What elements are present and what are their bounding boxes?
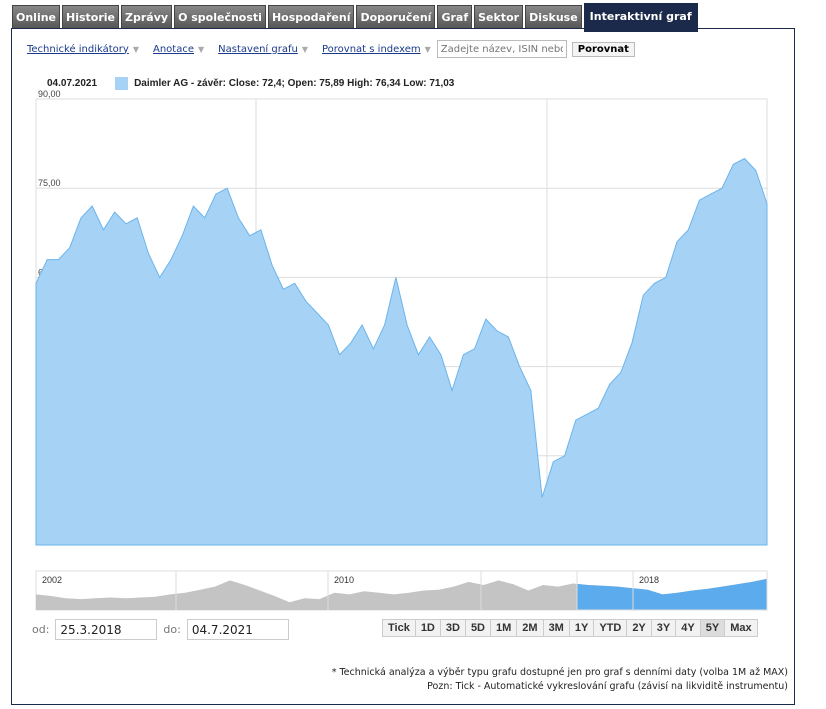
tab-7[interactable]: Sektor bbox=[474, 5, 524, 29]
price-area bbox=[35, 157, 768, 546]
footnotes: * Technická analýza a výběr typu grafu d… bbox=[332, 666, 788, 694]
tab-2[interactable]: Zprávy bbox=[121, 5, 173, 29]
note-tick: Pozn: Tick - Automatické vykreslování gr… bbox=[427, 681, 788, 692]
navigator-year-label: 2010 bbox=[334, 575, 354, 585]
chart-legend: 04.07.2021 Daimler AG - závěr: Close: 72… bbox=[47, 77, 454, 90]
legend-swatch bbox=[115, 77, 129, 90]
range-button-2y[interactable]: 2Y bbox=[626, 619, 652, 637]
date-range: od: do: bbox=[32, 619, 295, 640]
chart-toolbar: Technické indikátory ▼ Anotace ▼ Nastavení… bbox=[27, 40, 635, 58]
caret-down-icon: ▼ bbox=[301, 44, 308, 54]
range-buttons: Tick 1D 3D 5D 1M 2M 3M 1Y YTD 2Y 3Y 4Y 5Y Max bbox=[382, 619, 758, 637]
from-date-input[interactable] bbox=[55, 619, 158, 640]
tab-3[interactable]: O společnosti bbox=[174, 5, 266, 29]
compare-index-menu[interactable]: Porovnat s indexem bbox=[322, 43, 421, 55]
legend-date: 04.07.2021 bbox=[47, 78, 98, 89]
to-date-input[interactable] bbox=[186, 619, 289, 640]
note-technical: * Technická analýza a výběr typu grafu d… bbox=[331, 667, 788, 678]
tab-8[interactable]: Diskuse bbox=[525, 5, 582, 29]
tab-6[interactable]: Graf bbox=[437, 5, 473, 29]
caret-down-icon: ▼ bbox=[424, 44, 431, 54]
range-button-1m[interactable]: 1M bbox=[490, 619, 518, 637]
tab-5[interactable]: Doporučení bbox=[356, 5, 436, 29]
range-button-3m[interactable]: 3M bbox=[542, 619, 570, 637]
tab-1[interactable]: Historie bbox=[62, 5, 120, 29]
tab-4[interactable]: Hospodaření bbox=[267, 5, 355, 29]
tab-0[interactable]: Online bbox=[12, 5, 61, 29]
navigator-handle[interactable] bbox=[576, 570, 768, 611]
annotations-menu[interactable]: Anotace bbox=[153, 43, 194, 55]
from-label: od: bbox=[32, 623, 50, 636]
navigator-selection bbox=[577, 578, 767, 610]
technical-indicators-menu[interactable]: Technické indikátory bbox=[27, 43, 129, 55]
compare-button[interactable]: Porovnat bbox=[571, 41, 635, 57]
caret-down-icon: ▼ bbox=[198, 44, 205, 54]
chart-panel: Technické indikátory ▼ Anotace ▼ Nastavení… bbox=[11, 28, 795, 705]
navigator-year-label: 2018 bbox=[639, 575, 659, 585]
y-tick-label: 75,00 bbox=[38, 178, 61, 188]
legend-text: Daimler AG - závěr: Close: 72,4; Open: 7… bbox=[134, 78, 455, 89]
tab-9[interactable]: Interaktivní graf bbox=[583, 3, 698, 32]
caret-down-icon: ▼ bbox=[132, 44, 139, 54]
range-button-tick[interactable]: Tick bbox=[382, 619, 416, 637]
range-button-max[interactable]: Max bbox=[724, 619, 758, 637]
range-button-1y[interactable]: 1Y bbox=[568, 619, 595, 637]
navigator-year-label: 2002 bbox=[42, 575, 62, 585]
y-tick-label: 90,00 bbox=[38, 89, 61, 99]
tab-bar: Online Historie Zprávy O společnosti Hospoda… bbox=[12, 3, 698, 32]
to-label: do: bbox=[163, 623, 181, 636]
range-button-1d[interactable]: 1D bbox=[414, 619, 441, 637]
chart-settings-menu[interactable]: Nastavení grafu bbox=[218, 43, 298, 55]
compare-search-input[interactable] bbox=[436, 40, 567, 58]
